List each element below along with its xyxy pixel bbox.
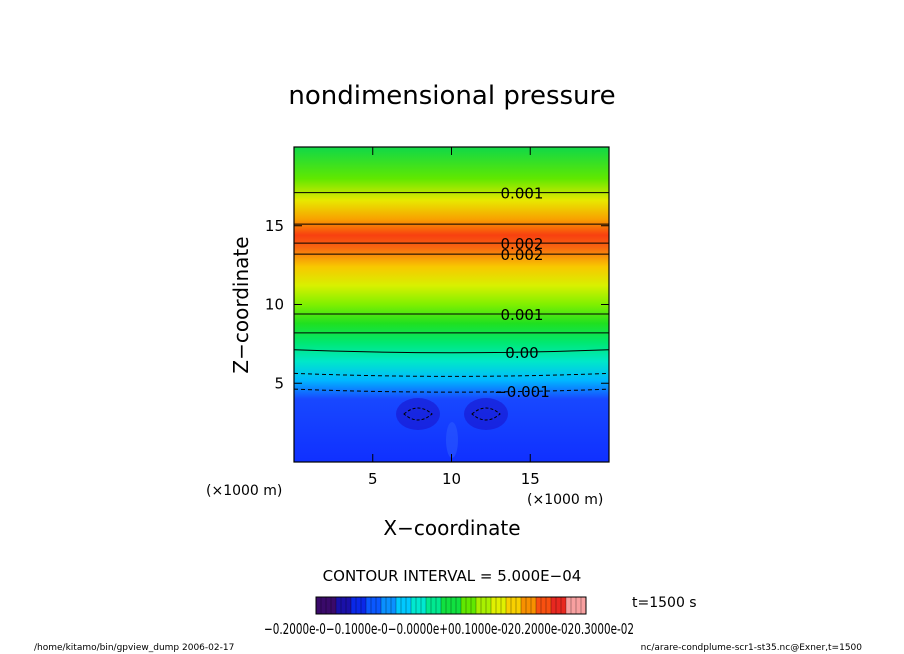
colorbar-swatch bbox=[540, 596, 547, 615]
colorbar-swatch bbox=[415, 596, 422, 615]
y-tick-label: 15 bbox=[265, 217, 284, 235]
colorbar-swatch bbox=[410, 596, 417, 615]
colorbar-swatch bbox=[385, 596, 392, 615]
contour-label: 0.002 bbox=[501, 246, 544, 264]
colorbar-swatch bbox=[450, 596, 457, 615]
colorbar bbox=[315, 596, 587, 615]
footer-right: nc/arare-condplume-scr1-st35.nc@Exner,t=… bbox=[641, 643, 863, 653]
colorbar-swatch bbox=[365, 596, 372, 615]
colorbar-swatch bbox=[570, 596, 577, 615]
x-tick-label: 5 bbox=[368, 470, 378, 488]
contour-lines bbox=[294, 192, 609, 393]
colorbar-swatch bbox=[460, 596, 467, 615]
colorbar-swatch bbox=[515, 596, 522, 615]
colorbar-swatch bbox=[475, 596, 482, 615]
colorbar-swatch bbox=[330, 596, 337, 615]
colorbar-swatch bbox=[325, 596, 332, 615]
x-tick-label: 10 bbox=[442, 470, 461, 488]
colorbar-swatch bbox=[550, 596, 557, 615]
contour-line bbox=[294, 388, 609, 393]
colorbar-swatch bbox=[350, 596, 357, 615]
contour-line bbox=[294, 349, 609, 354]
colorbar-swatch bbox=[510, 596, 517, 615]
colorbar-swatch bbox=[315, 596, 322, 615]
colorbar-swatch bbox=[430, 596, 437, 615]
colorbar-swatch bbox=[465, 596, 472, 615]
footer-left: /home/kitamo/bin/gpview_dump 2006-02-17 bbox=[34, 643, 234, 653]
colorbar-swatch bbox=[370, 596, 377, 615]
colorbar-swatch bbox=[440, 596, 447, 615]
contour-closed-left bbox=[403, 407, 433, 421]
colorbar-swatch bbox=[445, 596, 452, 615]
colorbar-swatch bbox=[565, 596, 572, 615]
colorbar-frame bbox=[315, 596, 587, 615]
y-axis-ticks: 5 10 15 bbox=[265, 217, 609, 392]
contour-line bbox=[294, 372, 609, 377]
colorbar-swatch bbox=[345, 596, 352, 615]
contour-label: −0.001 bbox=[494, 383, 550, 401]
colorbar-tick-labels: −0.2000e-0−0.1000e-0−0.0000e+00.1000e-02… bbox=[264, 620, 634, 638]
y-tick-label: 10 bbox=[265, 296, 284, 314]
colorbar-swatch bbox=[405, 596, 412, 615]
low-pressure-cell-right bbox=[464, 398, 508, 430]
x-unit-right: (×1000 m) bbox=[527, 492, 603, 508]
colorbar-swatch bbox=[560, 596, 567, 615]
pressure-field bbox=[294, 147, 609, 462]
colorbar-swatch bbox=[505, 596, 512, 615]
colorbar-swatch bbox=[380, 596, 387, 615]
colorbar-swatch bbox=[395, 596, 402, 615]
y-tick-label: 5 bbox=[274, 374, 284, 392]
colorbar-swatch bbox=[360, 596, 367, 615]
contour-label: 0.001 bbox=[501, 306, 544, 324]
colorbar-swatch bbox=[470, 596, 477, 615]
colorbar-swatch bbox=[575, 596, 582, 615]
colorbar-swatch bbox=[355, 596, 362, 615]
colorbar-swatch bbox=[420, 596, 427, 615]
colorbar-swatch bbox=[495, 596, 502, 615]
x-axis-label: X−coordinate bbox=[383, 516, 520, 540]
colorbar-swatch bbox=[375, 596, 382, 615]
contour-label: 0.002 bbox=[501, 235, 544, 253]
colorbar-swatch bbox=[520, 596, 527, 615]
colorbar-swatch bbox=[500, 596, 507, 615]
colorbar-swatch bbox=[555, 596, 562, 615]
colorbar-swatch bbox=[335, 596, 342, 615]
colorbar-swatch bbox=[480, 596, 487, 615]
colorbar-swatch bbox=[340, 596, 347, 615]
time-label: t=1500 s bbox=[632, 595, 697, 611]
colorbar-swatch bbox=[530, 596, 537, 615]
low-pressure-cell-left bbox=[396, 398, 440, 430]
colorbar-swatch bbox=[400, 596, 407, 615]
colorbar-swatch bbox=[545, 596, 552, 615]
x-tick-label: 15 bbox=[521, 470, 540, 488]
x-unit-left: (×1000 m) bbox=[206, 483, 282, 499]
colorbar-swatch bbox=[485, 596, 492, 615]
y-axis-label: Z−coordinate bbox=[229, 236, 253, 373]
colorbar-swatch bbox=[490, 596, 497, 615]
chart-title: nondimensional pressure bbox=[288, 81, 615, 111]
colorbar-swatch bbox=[455, 596, 462, 615]
contour-label: 0.00 bbox=[505, 344, 538, 362]
colorbar-swatch bbox=[525, 596, 532, 615]
updraft-column bbox=[446, 422, 458, 458]
x-axis-ticks: 5 10 15 bbox=[368, 147, 540, 488]
colorbar-swatch bbox=[320, 596, 327, 615]
colorbar-swatch bbox=[435, 596, 442, 615]
contour-label: 0.001 bbox=[501, 185, 544, 203]
colorbar-swatch bbox=[390, 596, 397, 615]
colorbar-swatch bbox=[425, 596, 432, 615]
contour-interval: CONTOUR INTERVAL = 5.000E−04 bbox=[323, 567, 582, 585]
colorbar-swatch bbox=[535, 596, 542, 615]
contour-closed-right bbox=[471, 407, 501, 421]
